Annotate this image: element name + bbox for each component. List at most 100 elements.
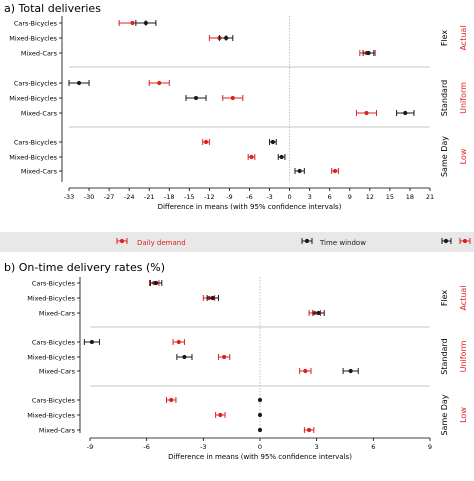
group-label: Same Day [440, 394, 449, 435]
daily-demand-point [355, 110, 378, 116]
time-window-point [68, 80, 90, 86]
time-window-point [342, 368, 359, 374]
category-label: Cars-Bicycles [14, 138, 58, 146]
time-window-point [257, 397, 263, 403]
time-window-point-mean-point [348, 368, 353, 374]
category-label: Cars-Bicycles [32, 279, 76, 287]
time-window-point-mean-point [182, 354, 187, 360]
time-window-point-mean-point [316, 310, 321, 316]
category-label: Mixed-Cars [21, 49, 58, 57]
daily-demand-point-mean-point [218, 412, 223, 418]
time-window-point [277, 154, 286, 160]
time-window-point-mean-point [270, 139, 275, 145]
time-window-point [185, 95, 207, 101]
time-window-point-mean-point [76, 80, 82, 86]
category-label: Cars-Bicycles [32, 338, 76, 346]
group-sublabel: Actual [459, 25, 468, 50]
daily-demand-point [217, 354, 231, 360]
time-window-point [294, 168, 305, 174]
category-label: Cars-Bicycles [32, 396, 76, 404]
group-sublabel: Low [459, 148, 468, 164]
category-label: Mixed-Bicycles [27, 353, 75, 361]
x-tick-label: -12 [204, 193, 215, 201]
time-window-point-mean-point [89, 339, 94, 345]
category-label: Mixed-Bicycles [9, 94, 57, 102]
category-label: Mixed-Cars [39, 367, 76, 375]
x-tick-label: 15 [386, 193, 394, 201]
time-window-point-mean-point [224, 35, 229, 41]
time-window-point [83, 339, 100, 345]
daily-demand-point [331, 168, 339, 174]
legend-edge-time-window-symbol [441, 238, 452, 244]
daily-demand-point-mean-point [364, 110, 369, 116]
daily-demand-point-mean-point [130, 20, 135, 26]
group-label: Standard [440, 80, 449, 116]
x-tick-label: 6 [328, 193, 332, 201]
daily-demand-point [166, 397, 177, 403]
category-label: Mixed-Cars [39, 426, 76, 434]
x-tick-label: 21 [426, 193, 434, 201]
x-axis-title: Difference in means (with 95% confidence… [158, 203, 342, 211]
daily-demand-point [247, 154, 256, 160]
time-window-point [269, 139, 277, 145]
x-tick-label: 12 [366, 193, 374, 201]
x-tick-label: -9 [87, 443, 93, 451]
group-sublabel: Uniform [459, 340, 468, 372]
legend-background [0, 232, 474, 252]
group-label: Same Day [440, 136, 449, 177]
legend-time-window-marker [301, 238, 313, 244]
legend-daily-demand-label: Daily demand [137, 239, 186, 247]
legend-daily-demand-symbol [116, 238, 128, 244]
category-label: Mixed-Cars [21, 167, 58, 175]
daily-demand-point [215, 412, 226, 418]
panel-b: Cars-Bicycles Mixed-Bicycles Mixed-Cars Fle… [27, 277, 468, 461]
daily-demand-point [202, 139, 210, 145]
category-label: Mixed-Bicycles [27, 294, 75, 302]
legend: Daily demand Time window [116, 238, 471, 247]
time-window-point [176, 354, 193, 360]
category-label: Mixed-Cars [39, 309, 76, 317]
group-sublabel: Actual [459, 285, 468, 310]
daily-demand-point [303, 427, 315, 433]
panel-a-title: a) Total deliveries [4, 2, 101, 15]
panel-b-title: b) On-time delivery rates (%) [4, 261, 165, 274]
time-window-point-mean-point [210, 295, 215, 301]
x-tick-label: 6 [371, 443, 375, 451]
legend-edge-time-window-symbol-mean-point [443, 238, 449, 244]
x-tick-label: -6 [143, 443, 149, 451]
time-window-point-mean-point [279, 154, 284, 160]
x-tick-label: -6 [246, 193, 252, 201]
time-window-point [257, 427, 263, 433]
time-window-point-mean-point [297, 168, 302, 174]
category-label: Mixed-Bicycles [27, 411, 75, 419]
daily-demand-point-mean-point [203, 139, 209, 145]
legend-daily-demand-symbol-mean-point [119, 238, 125, 244]
daily-demand-point-mean-point [249, 154, 254, 160]
x-tick-label: 0 [258, 443, 262, 451]
daily-demand-point [222, 95, 244, 101]
legend-edge-daily-demand-symbol-mean-point [462, 238, 468, 244]
time-window-point [312, 310, 325, 316]
daily-demand-point [172, 339, 185, 345]
daily-demand-point-mean-point [332, 168, 338, 174]
legend-edge-daily-demand-symbol [459, 238, 471, 244]
time-window-point [218, 35, 234, 41]
time-window-point-mean-point [143, 20, 148, 26]
time-window-point [149, 280, 163, 286]
time-window-point [206, 295, 219, 301]
x-tick-label: 0 [288, 193, 292, 201]
group-label: Standard [440, 338, 449, 374]
group-sublabel: Low [459, 407, 468, 423]
time-window-point [362, 50, 375, 56]
x-axis-title: Difference in means (with 95% confidence… [168, 453, 352, 461]
legend-time-window-symbol [301, 238, 313, 244]
legend-time-window-symbol-mean-point [304, 238, 310, 244]
category-label: Cars-Bicycles [14, 19, 58, 27]
daily-demand-point-mean-point [303, 368, 308, 374]
x-tick-label: 3 [315, 443, 319, 451]
group-label: Flex [440, 30, 449, 47]
group-sublabel: Uniform [459, 82, 468, 114]
daily-demand-point-mean-point [307, 427, 312, 433]
x-tick-label: -33 [64, 193, 75, 201]
